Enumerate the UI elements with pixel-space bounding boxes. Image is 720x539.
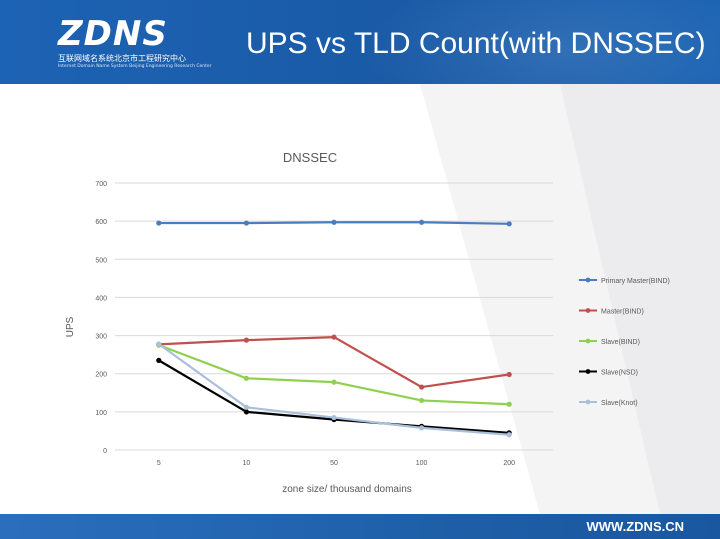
legend-swatch-marker	[585, 338, 591, 344]
data-point	[331, 334, 337, 340]
data-point	[331, 379, 337, 385]
dnssec-line-chart: DNSSEC UPS zone size/ thousand domains 0…	[65, 150, 670, 495]
header-glow	[360, 0, 720, 84]
x-tick-label: 10	[243, 460, 251, 467]
data-point	[419, 397, 425, 404]
data-point	[506, 401, 512, 407]
y-tick-label: 400	[95, 295, 107, 302]
data-point	[506, 432, 512, 438]
data-point	[243, 404, 249, 410]
legend-label: Primary Master(BIND)	[601, 278, 670, 285]
y-tick-label: 100	[95, 410, 107, 417]
background-decor	[420, 84, 720, 514]
data-point	[419, 384, 425, 390]
y-axis-label: UPS	[65, 316, 76, 337]
legend: Primary Master(BIND) Master(BIND) Slave(BI…	[579, 277, 670, 407]
y-tick-label: 500	[95, 257, 107, 264]
data-point	[156, 220, 162, 226]
chart-container: DNSSEC UPS zone size/ thousand domains 0…	[55, 135, 705, 510]
slide-title: UPS vs TLD Count(with DNSSEC)	[246, 27, 706, 60]
data-point	[331, 219, 337, 225]
data-point	[506, 221, 512, 227]
data-point	[243, 337, 249, 343]
data-point	[156, 341, 162, 347]
header-bar: ZDNS 互联网域名系统北京市工程研究中心 Internet Domain Na…	[0, 0, 720, 84]
chart-title: DNSSEC	[283, 150, 337, 165]
data-point	[506, 371, 512, 378]
x-tick-labels: 5 10 50 100 200	[157, 460, 515, 467]
legend-label: Master(BIND)	[601, 309, 644, 316]
decor-stripe-mid	[560, 84, 720, 514]
legend-swatch-marker	[585, 277, 591, 283]
y-tick-label: 200	[95, 372, 107, 379]
y-tick-label: 600	[95, 219, 107, 226]
data-point	[243, 409, 249, 415]
legend-swatch-marker	[585, 369, 591, 374]
zdns-logo: ZDNS 互联网域名系统北京市工程研究中心 Internet Domain Na…	[58, 14, 212, 76]
logo-text: ZDNS	[58, 14, 168, 54]
x-tick-label: 200	[503, 460, 515, 467]
x-tick-label: 100	[416, 460, 428, 467]
series-line	[158, 344, 510, 406]
y-tick-label: 0	[103, 448, 107, 455]
legend-swatch-marker	[585, 308, 591, 313]
footer-url: WWW.ZDNS.CN	[586, 519, 684, 534]
data-point	[419, 219, 425, 225]
x-tick-label: 5	[157, 460, 161, 467]
data-point	[419, 425, 425, 431]
x-axis-label: zone size/ thousand domains	[282, 484, 412, 495]
x-tick-label: 50	[330, 460, 338, 467]
legend-label: Slave(NSD)	[601, 370, 638, 377]
data-point	[331, 414, 337, 421]
data-point	[243, 375, 249, 381]
footer-bar: WWW.ZDNS.CN	[0, 514, 720, 539]
series-lines	[156, 219, 512, 438]
gridlines	[115, 182, 553, 451]
legend-label: Slave(Knot)	[601, 400, 638, 407]
y-tick-labels: 0 100 200 300 400 500 600 700	[95, 181, 107, 455]
legend-swatch-marker	[585, 399, 591, 405]
y-tick-label: 300	[95, 334, 107, 341]
logo-subtitle-en: Internet Domain Name System Beijing Engi…	[58, 64, 212, 69]
y-tick-label: 700	[95, 181, 107, 188]
data-point	[243, 220, 249, 226]
legend-label: Slave(BIND)	[601, 339, 640, 346]
data-point	[156, 357, 162, 363]
logo-subtitle-cn: 互联网域名系统北京市工程研究中心	[58, 54, 186, 63]
